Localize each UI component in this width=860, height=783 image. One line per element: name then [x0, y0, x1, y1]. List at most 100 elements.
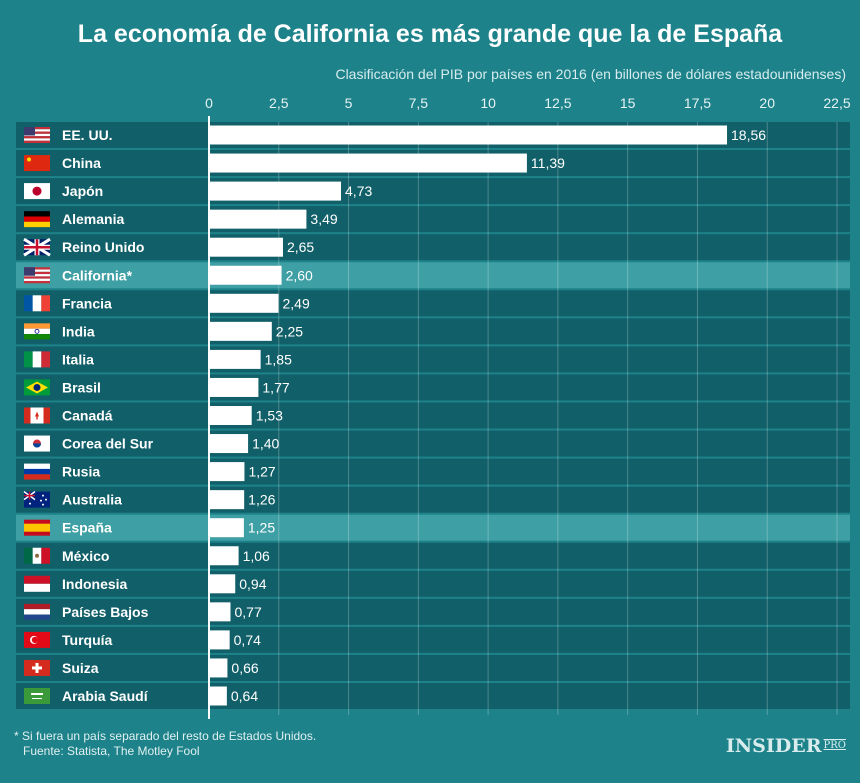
mexico-flag-icon: [24, 547, 50, 564]
data-label: 2,60: [286, 267, 313, 283]
row-background: [16, 374, 850, 401]
x-tick-label: 20: [759, 95, 775, 111]
spain-flag-icon: [24, 519, 50, 536]
category-label: Reino Unido: [62, 239, 144, 255]
row-background: [16, 486, 850, 513]
category-label: Indonesia: [62, 576, 128, 592]
bar: [209, 406, 252, 425]
netherlands-flag-icon: [24, 603, 50, 620]
data-label: 11,39: [531, 155, 565, 171]
indonesia-flag-icon: [24, 575, 50, 592]
category-label: EE. UU.: [62, 127, 113, 143]
data-label: 1,26: [248, 492, 275, 508]
bar: [209, 265, 282, 285]
data-label: 1,53: [256, 408, 283, 424]
row-background: [16, 654, 850, 681]
x-tick-label: 7,5: [409, 95, 429, 111]
category-label: Turquía: [62, 632, 113, 648]
bar: [209, 321, 272, 341]
row-background: [16, 262, 850, 289]
row-background: [16, 626, 850, 653]
category-label: Alemania: [62, 211, 124, 227]
switzerland-flag-icon: [24, 659, 50, 676]
category-label: España: [62, 520, 112, 536]
data-label: 1,85: [265, 351, 292, 367]
category-label: China: [62, 155, 101, 171]
bar: [209, 293, 279, 313]
bar-chart: 0 2,5 5 7,5 10 12,5 15 17,5 20 22,5 EE. UU. 18,56 Ch…: [16, 95, 851, 720]
footnote: * Si fuera un país separado del resto de…: [14, 729, 317, 743]
row-background: [16, 570, 850, 597]
row-background: [16, 206, 850, 233]
category-label: Francia: [62, 295, 112, 311]
data-label: 1,40: [252, 436, 279, 452]
row-background: [16, 458, 850, 485]
china-flag-icon: [24, 155, 50, 172]
data-label: 0,94: [239, 576, 266, 592]
australia-flag-icon: [23, 491, 50, 508]
bar: [209, 153, 527, 173]
category-label: California*: [62, 267, 133, 283]
data-label: 0,64: [231, 688, 258, 704]
category-label: Italia: [62, 351, 94, 367]
row-background: [16, 598, 850, 625]
x-tick-label: 15: [620, 95, 636, 111]
category-label: Países Bajos: [62, 604, 149, 620]
row-background: [16, 514, 850, 541]
row-background: [16, 402, 850, 429]
saudi-arabia-flag-icon: [24, 688, 50, 704]
bar: [209, 349, 261, 369]
data-label: 1,06: [243, 548, 270, 564]
bar: [209, 181, 342, 201]
us-flag-icon: [24, 267, 50, 284]
bar: [209, 546, 239, 566]
bar: [209, 434, 249, 454]
bar: [209, 237, 283, 257]
india-flag-icon: [24, 323, 50, 340]
category-label: México: [62, 548, 109, 564]
category-label: Canadá: [62, 408, 113, 424]
row-background: [16, 178, 850, 205]
bar: [209, 209, 307, 229]
bar: [209, 377, 259, 397]
data-label: 2,65: [287, 239, 314, 255]
italy-flag-icon: [24, 351, 50, 368]
data-label: 0,66: [231, 660, 258, 676]
x-tick-label: 10: [480, 95, 496, 111]
insider-pro-logo: INSIDER PRO: [725, 735, 846, 757]
japan-flag-icon: [24, 183, 50, 200]
row-background: [16, 290, 850, 317]
bar: [209, 490, 245, 510]
footnote-block: * Si fuera un país separado del resto de…: [14, 729, 316, 759]
category-label: Corea del Sur: [62, 436, 154, 452]
bar: [209, 518, 244, 538]
germany-flag-icon: [24, 211, 50, 228]
data-label: 1,27: [248, 464, 275, 480]
bar: [209, 574, 236, 594]
row-background: [16, 683, 850, 709]
category-label: Japón: [62, 183, 103, 199]
data-label: 2,25: [276, 323, 303, 339]
x-tick-label: 2,5: [269, 95, 289, 111]
data-label: 1,25: [248, 520, 275, 536]
data-label: 3,49: [310, 211, 337, 227]
category-label: Rusia: [62, 464, 100, 480]
category-label: Arabia Saudí: [62, 688, 149, 704]
data-label: 2,49: [282, 295, 309, 311]
row-background: [16, 318, 850, 345]
turkey-flag-icon: [24, 631, 50, 648]
bar: [209, 658, 228, 678]
canada-flag-icon: [24, 407, 50, 424]
data-label: 18,56: [731, 127, 766, 143]
chart-subtitle: Clasificación del PIB por países en 2016…: [335, 66, 846, 82]
bar: [209, 462, 245, 482]
x-tick-label: 22,5: [823, 95, 850, 111]
data-label: 1,77: [262, 379, 289, 395]
bar: [209, 686, 227, 706]
x-tick-label: 12,5: [544, 95, 571, 111]
x-tick-label: 17,5: [684, 95, 711, 111]
data-label: 0,74: [234, 632, 261, 648]
row-background: [16, 542, 850, 569]
bar: [209, 602, 231, 622]
us-flag-icon: [24, 127, 50, 143]
